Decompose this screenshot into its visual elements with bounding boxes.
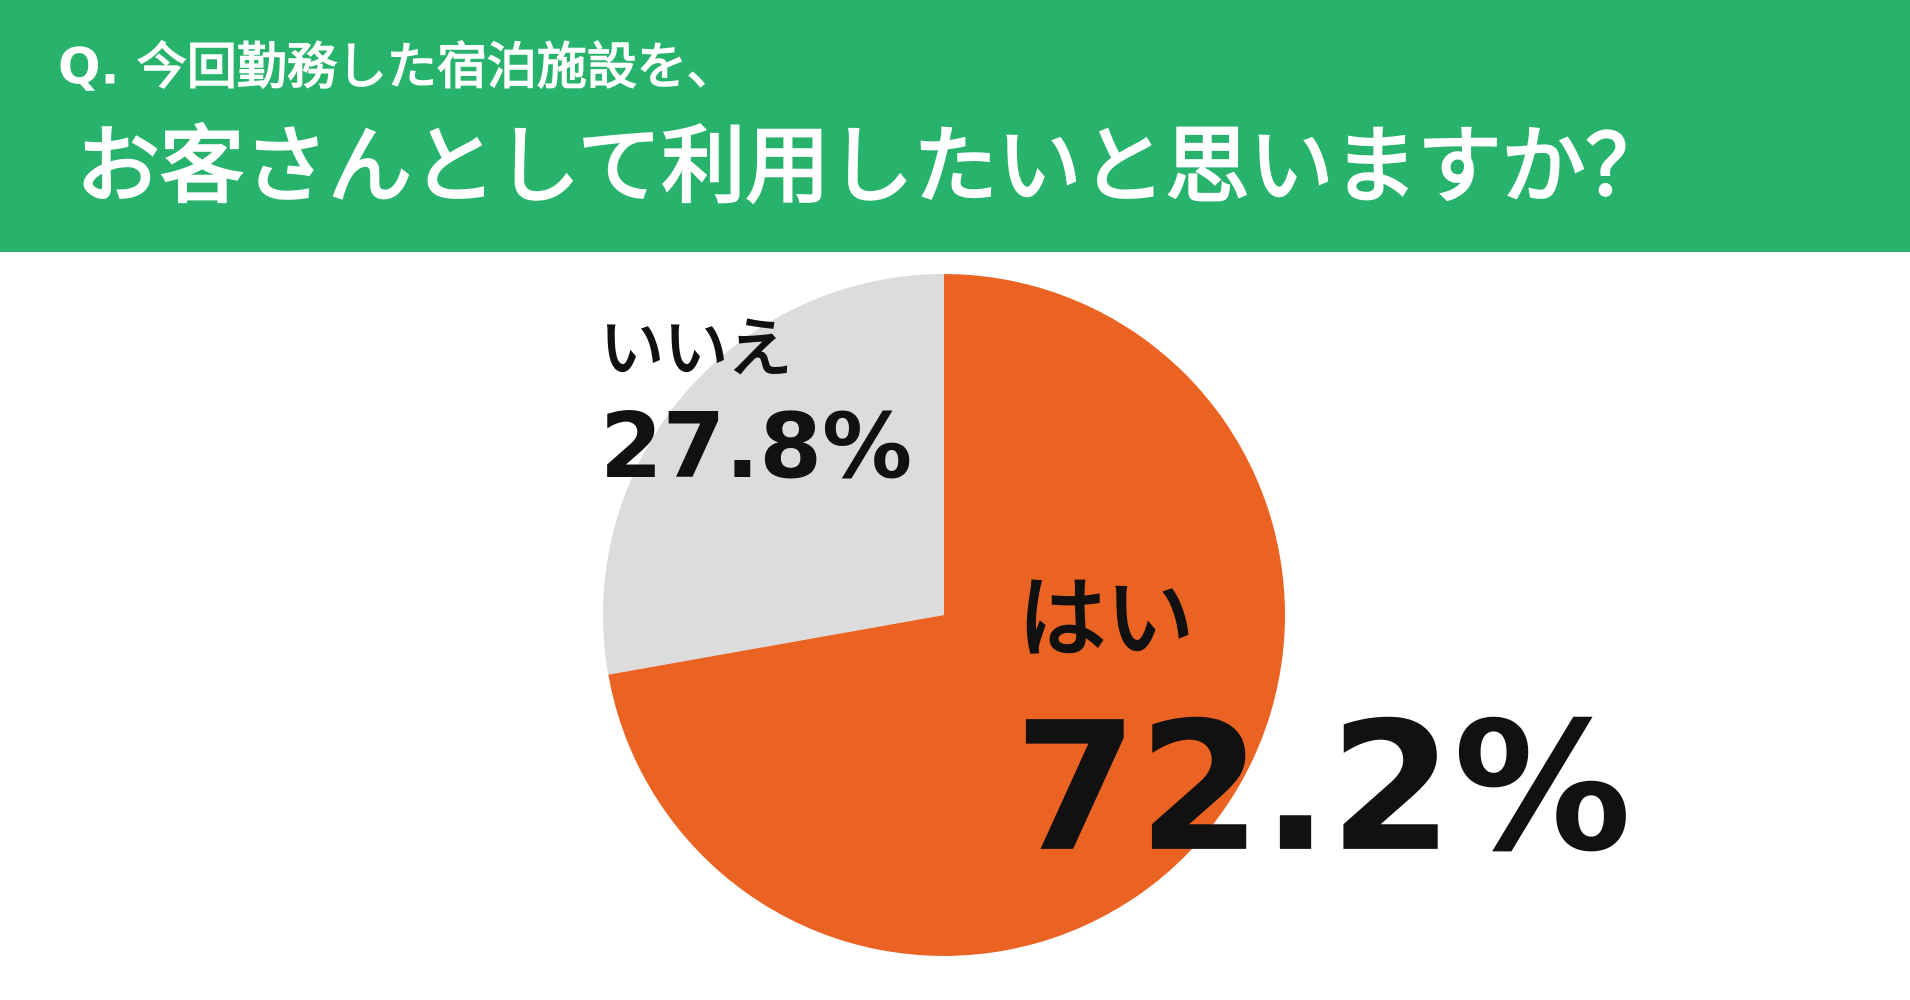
slice-value-label: 27.8% xyxy=(600,394,912,499)
pie-slice xyxy=(603,274,944,675)
slice-label: はい xyxy=(1018,567,1194,670)
slice-label: いいえ xyxy=(600,313,792,387)
slice-value-label: 72.2% xyxy=(1014,684,1632,891)
chart-title: Q. 今回勤務した宿泊施設を、 xyxy=(58,38,737,96)
pie-slice xyxy=(608,274,1285,956)
header-band xyxy=(0,0,1910,252)
chart-subtitle: お客さんとして利用したいと思いますか？ xyxy=(76,117,1669,215)
